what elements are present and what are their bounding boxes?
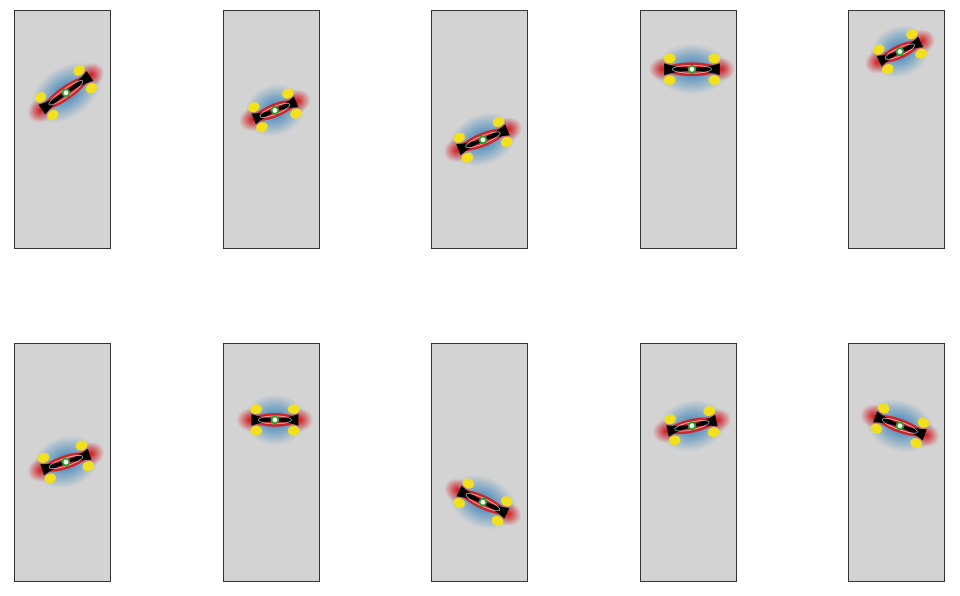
center-marker [478, 497, 488, 507]
yellow-lobe [47, 109, 59, 121]
positive-lobe [707, 57, 735, 82]
panel-r2c1 [14, 343, 111, 582]
center-marker [687, 64, 697, 74]
yellow-lobe [82, 461, 95, 472]
field-plot [864, 25, 936, 79]
panel-r2c5 [848, 343, 945, 582]
field-plot [444, 474, 522, 530]
yellow-lobe [256, 122, 268, 133]
center-marker [270, 106, 280, 115]
panel-r2c4 [640, 343, 737, 582]
yellow-lobe [910, 438, 922, 449]
yellow-lobe [250, 425, 262, 436]
field-pattern [444, 474, 522, 530]
yellow-lobe [85, 82, 97, 94]
field-plot [443, 112, 523, 167]
yellow-lobe [287, 425, 300, 436]
yellow-lobe [707, 427, 720, 438]
yellow-lobe [917, 417, 930, 428]
yellow-lobe [462, 478, 475, 489]
field-plot [27, 61, 105, 124]
yellow-lobe [73, 65, 85, 76]
field-plot [236, 394, 314, 446]
yellow-lobe [877, 403, 890, 414]
yellow-lobe [492, 116, 505, 127]
yellow-lobe [34, 92, 47, 103]
yellow-lobe [461, 152, 474, 163]
panel-r1c1 [14, 10, 111, 249]
yellow-lobe [915, 48, 927, 59]
yellow-lobe [708, 53, 721, 64]
field-pattern [864, 25, 936, 79]
yellow-lobe [870, 423, 883, 434]
field-plot [652, 399, 732, 452]
yellow-lobe [287, 404, 300, 415]
yellow-lobe [663, 75, 676, 85]
yellow-lobe [500, 136, 513, 147]
field-pattern [27, 435, 105, 489]
yellow-lobe [491, 515, 504, 526]
center-marker [61, 88, 71, 98]
panel-r1c2 [223, 10, 320, 249]
field-plot [27, 435, 105, 489]
center-marker [61, 457, 71, 467]
field-pattern [648, 43, 735, 95]
panel-r1c3 [431, 10, 528, 249]
center-marker [270, 415, 280, 425]
field-plot [860, 398, 940, 453]
field-plot [648, 43, 735, 95]
yellow-lobe [290, 108, 302, 119]
field-pattern [443, 112, 523, 167]
yellow-lobe [453, 132, 466, 143]
yellow-lobe [250, 404, 262, 415]
yellow-lobe [75, 440, 88, 451]
panel-r2c2 [223, 343, 320, 582]
field-pattern [27, 61, 105, 124]
positive-lobe [648, 57, 677, 82]
yellow-lobe [882, 64, 894, 75]
field-pattern [236, 394, 314, 446]
field-pattern [239, 84, 311, 137]
panel-r1c4 [640, 10, 737, 249]
yellow-lobe [873, 44, 885, 55]
center-marker [687, 421, 697, 431]
yellow-lobe [44, 473, 57, 484]
field-pattern [652, 399, 732, 452]
positive-lobe [236, 408, 264, 432]
yellow-lobe [663, 53, 676, 64]
field-plot [239, 84, 311, 137]
center-marker [895, 421, 905, 431]
yellow-lobe [664, 414, 676, 425]
yellow-lobe [906, 29, 918, 40]
yellow-lobe [37, 452, 50, 463]
panel-r1c5 [848, 10, 945, 249]
center-marker [895, 47, 905, 56]
positive-lobe [285, 408, 314, 432]
yellow-lobe [248, 102, 260, 113]
yellow-lobe [500, 496, 513, 507]
center-marker [478, 135, 488, 145]
yellow-lobe [282, 88, 294, 99]
yellow-lobe [703, 406, 716, 417]
yellow-lobe [668, 435, 681, 446]
yellow-lobe [708, 75, 721, 85]
panel-r2c3 [431, 343, 528, 582]
yellow-lobe [453, 497, 465, 509]
field-pattern [860, 398, 940, 453]
